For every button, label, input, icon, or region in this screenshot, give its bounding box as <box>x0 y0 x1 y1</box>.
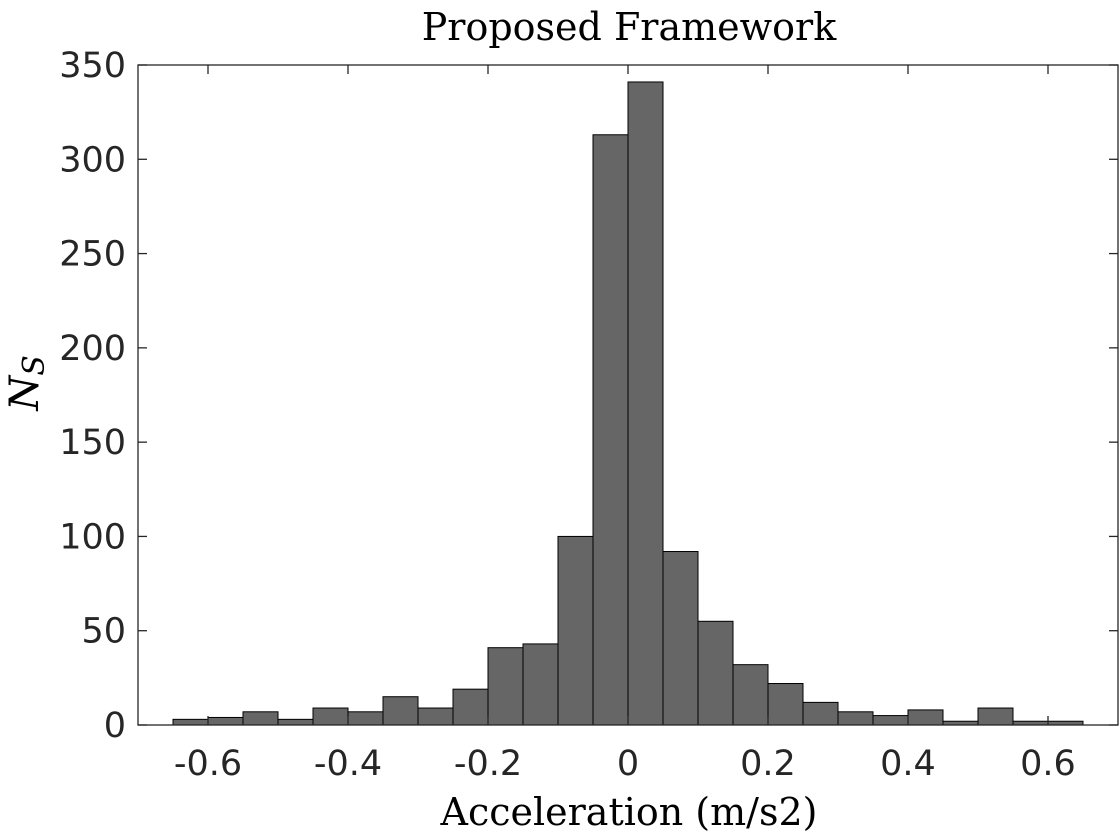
histogram-bar <box>802 701 839 726</box>
histogram-bar <box>522 643 559 726</box>
histogram-bar <box>907 709 944 726</box>
x-tick-label: 0.6 <box>1020 744 1076 784</box>
histogram-bar <box>977 707 1014 726</box>
histogram-bar <box>382 696 419 726</box>
histogram-bar <box>767 683 804 726</box>
histogram-bar <box>557 535 594 726</box>
x-tick-label: -0.6 <box>174 744 242 784</box>
histogram-bar <box>837 711 874 726</box>
histogram-bar <box>592 134 629 726</box>
y-tick-label: 250 <box>59 235 126 275</box>
y-tick-label: 350 <box>59 46 126 86</box>
histogram-bar <box>697 620 734 726</box>
x-tick-label: -0.4 <box>314 744 382 784</box>
bars-group <box>172 81 1084 726</box>
x-tick-label: 0.4 <box>880 744 936 784</box>
histogram-bar <box>872 715 909 726</box>
histogram-bar <box>347 711 384 726</box>
histogram-bar <box>487 647 524 726</box>
chart-title: Proposed Framework <box>422 5 837 49</box>
y-axis-label: NS <box>2 355 52 412</box>
y-axis-label-main: N <box>2 374 48 412</box>
histogram-bar <box>627 81 664 726</box>
histogram-bar <box>207 716 244 726</box>
histogram-bar <box>452 688 489 726</box>
y-tick-label: 100 <box>59 517 126 557</box>
histogram-bar <box>172 718 209 726</box>
y-tick-label: 300 <box>59 140 126 180</box>
histogram-bar <box>662 551 699 726</box>
x-tick-label: 0.2 <box>740 744 796 784</box>
ticks-group <box>138 64 1118 726</box>
x-tick-label: -0.2 <box>454 744 522 784</box>
y-axis-label-subscript: S <box>17 355 52 376</box>
y-tick-label: 200 <box>59 329 126 369</box>
x-axis-label: Acceleration (m/s2) <box>440 790 818 834</box>
tick-labels-group: -0.6 -0.4 -0.2 0 0.2 0.4 0.6 0 50 100 150 200 250 300… <box>59 46 1076 784</box>
y-tick-label: 50 <box>81 612 126 652</box>
histogram-bar <box>732 664 769 726</box>
x-tick-label: 0 <box>617 744 639 784</box>
y-tick-label: 0 <box>104 706 126 746</box>
histogram-bar <box>312 707 349 726</box>
histogram-bar <box>417 707 454 726</box>
y-tick-label: 150 <box>59 423 126 463</box>
histogram-bar <box>277 718 314 726</box>
histogram-bar <box>242 711 279 726</box>
